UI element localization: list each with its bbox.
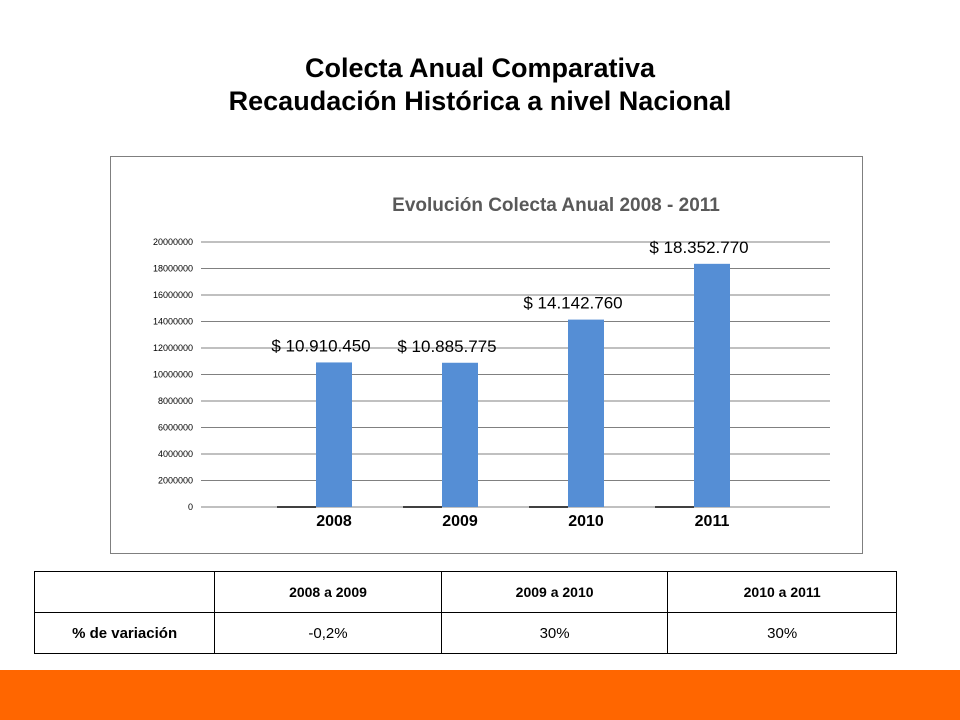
table-header-cell: 2009 a 2010 [440,571,669,613]
chart-title: Evolución Colecta Anual 2008 - 2011 [392,195,720,216]
bar [568,319,604,507]
x-tick-label: 2010 [568,513,604,530]
footer-bar [0,670,960,720]
y-tick-label: 2000000 [158,476,193,486]
x-tick-label: 2008 [316,513,352,530]
x-tick-label: 2009 [442,513,478,530]
table-cell: 30% [440,612,669,654]
y-tick-label: 6000000 [158,423,193,433]
slide-title: Colecta Anual Comparativa Recaudación Hi… [0,52,960,118]
y-tick-label: 16000000 [153,290,193,300]
table-cell: -0,2% [214,612,442,654]
y-tick-label: 8000000 [158,396,193,406]
data-label: $ 10.885.775 [397,337,496,356]
bar [316,362,352,507]
variation-table: 2008 a 2009 2009 a 2010 2010 a 2011 % de… [33,571,897,654]
x-tick-label: 2011 [695,513,730,530]
table-row-label: % de variación [33,612,216,654]
title-line-1: Colecta Anual Comparativa [304,53,656,83]
y-tick-label: 18000000 [153,264,193,274]
table-header-cell-empty [33,571,216,613]
table-header-cell: 2008 a 2009 [214,571,442,613]
data-label: $ 10.910.450 [271,336,370,355]
bar-chart: Evolución Colecta Anual 2008 - 2011 0 2000… [153,195,830,530]
table-header-row: 2008 a 2009 2009 a 2010 2010 a 2011 [33,571,897,613]
y-tick-label: 14000000 [153,317,193,327]
chart-frame: Evolución Colecta Anual 2008 - 2011 0 2000… [110,156,863,554]
data-label: $ 14.142.760 [523,294,622,313]
bar [442,362,478,507]
y-tick-label: 10000000 [153,370,193,380]
title-line-2: Recaudación Histórica a nivel Nacional [228,86,732,116]
y-tick-label: 0 [188,502,193,512]
table-cell: 30% [667,612,897,654]
y-tick-label: 4000000 [158,449,193,459]
y-tick-label: 20000000 [153,237,193,247]
bar [694,263,730,507]
data-label: $ 18.352.770 [649,238,748,257]
table-row: % de variación -0,2% 30% 30% [33,612,897,654]
y-tick-label: 12000000 [153,343,193,353]
table-header-cell: 2010 a 2011 [667,571,897,613]
